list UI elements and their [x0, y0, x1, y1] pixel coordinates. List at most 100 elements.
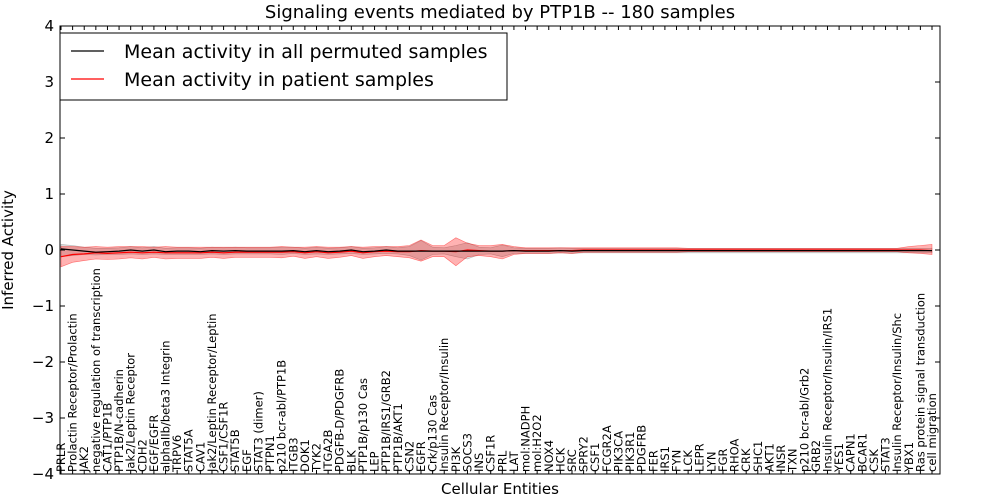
x-tick-label: LEP	[368, 451, 382, 472]
x-tick-label: CRK	[739, 448, 753, 472]
x-tick-label: TYK2	[310, 443, 324, 473]
x-tick-label: Crk/p130 Cas	[426, 395, 440, 472]
x-tick-label: FCGR2A	[600, 425, 614, 472]
x-tick-label: INS	[472, 453, 486, 472]
x-tick-label: mol:H2O2	[530, 414, 544, 472]
x-tick-label: JAK2	[77, 446, 91, 473]
x-tick-label: FER	[646, 450, 660, 472]
x-tick-label: PI3K	[449, 446, 463, 472]
y-tick-label: −4	[32, 465, 54, 483]
x-tick-label: LYN	[704, 451, 718, 472]
y-axis: −4 −3 −2 −1 0 1 2 3 4	[32, 17, 940, 483]
x-tick-label: PDGFRB	[635, 425, 649, 472]
x-tick-label: FYN	[670, 450, 684, 472]
x-tick-label: EGF/EGFR	[147, 415, 161, 472]
legend-label-patient: Mean activity in patient samples	[124, 69, 434, 91]
y-tick-label: 3	[44, 73, 54, 91]
x-tick-label: DOK1	[298, 439, 312, 472]
x-tick-label: p210 bcr-abl/Grb2	[797, 368, 811, 472]
legend: Mean activity in all permuted samples Me…	[59, 32, 508, 101]
x-tick-label: LCK	[681, 450, 695, 472]
y-tick-label: 2	[44, 129, 54, 147]
series-line-0	[60, 248, 932, 253]
x-tick-label: CSF1	[588, 443, 602, 472]
y-tick-label: 0	[44, 241, 54, 259]
x-tick-label: PIK3CA	[611, 431, 625, 472]
x-tick-label: NOX4	[542, 440, 556, 472]
x-tick-label: PDGFB-D/PDGFRB	[333, 369, 347, 472]
x-tick-label: CDH2	[135, 439, 149, 472]
chart-title: Signaling events mediated by PTP1B -- 18…	[265, 2, 735, 23]
x-tick-label: Prolactin Receptor/Prolactin	[66, 313, 80, 472]
x-tick-label: Jak2/Leptin Receptor/Leptin	[205, 314, 219, 473]
y-tick-label: −2	[32, 353, 54, 371]
x-tick-label: LAT	[507, 450, 521, 472]
y-tick-label: 4	[44, 17, 54, 35]
x-tick-label: EGF	[240, 449, 254, 472]
series-lines	[60, 248, 933, 258]
x-tick-label: TRPV6	[170, 435, 184, 473]
x-tick-label: HCK	[553, 447, 567, 472]
y-axis-label: Inferred Activity	[0, 190, 17, 310]
legend-box	[59, 32, 508, 101]
x-tick-label: YES1	[832, 443, 846, 473]
x-tick-label: CSN2	[402, 441, 416, 472]
x-tick-label: TXN	[786, 448, 800, 473]
x-tick-label: GRB2	[809, 440, 823, 472]
x-tick-label: p210 bcr-abl/PTP1B	[275, 360, 289, 472]
x-tick-label: CSF1R	[484, 435, 498, 472]
x-tick-label: SOCS3	[461, 433, 475, 472]
x-tick-label: mol:NADPH	[519, 406, 533, 472]
x-tick-label: CSK	[867, 449, 881, 472]
x-tick-label: STAT3	[879, 437, 893, 472]
y-tick-label: 1	[44, 185, 54, 203]
x-tick-label: EGFR	[414, 441, 428, 472]
x-tick-label: FGR	[716, 448, 730, 472]
x-tick-label: INSR	[774, 445, 788, 472]
x-tick-label: IRS1	[658, 446, 672, 472]
x-tick-label: alphaIIb/beta3 Integrin	[159, 340, 173, 472]
x-tick-label: SHC1	[751, 441, 765, 472]
x-tick-label: SPRY2	[577, 436, 591, 472]
x-tick-label: ITGA2B	[321, 429, 335, 472]
x-tick-label: LEPR	[693, 443, 707, 472]
x-tick-label: Insulin Receptor/Insulin	[437, 338, 451, 472]
x-tick-label: PTPN1	[263, 435, 277, 472]
y-tick-label: −3	[32, 409, 54, 427]
x-tick-label: BLK	[344, 450, 358, 472]
x-tick-label: Insulin Receptor/Insulin/IRS1	[821, 308, 835, 472]
x-tick-label: Insulin Receptor/Insulin/Shc	[890, 313, 904, 472]
x-tick-label: Ras protein signal transduction	[913, 293, 927, 472]
x-tick-label: CSF1/CSF1R	[217, 402, 231, 472]
x-tick-label: PTP1B/N-cadherin	[112, 369, 126, 472]
x-tick-label: PTP1B/IRS1/GRB2	[379, 370, 393, 472]
x-tick-label: PTP1B/p130 Cas	[356, 378, 370, 472]
confidence-bands	[60, 237, 933, 268]
x-tick-label: YBX1	[902, 442, 916, 473]
x-tick-label: ITGB3	[286, 437, 300, 472]
x-tick-label: STAT3 (dimer)	[251, 391, 265, 472]
x-tick-label: CAPN1	[844, 433, 858, 472]
x-tick-label: negative regulation of transcription	[89, 268, 103, 472]
x-tick-label: STAT5B	[228, 429, 242, 472]
x-tick-label: RHOA	[728, 439, 742, 472]
x-tick-label: STAT5A	[182, 429, 196, 472]
x-tick-label: CAV1	[193, 442, 207, 472]
legend-label-permuted: Mean activity in all permuted samples	[124, 41, 487, 63]
y-tick-label: −1	[32, 297, 54, 315]
x-tick-label: PTP1B/AKT1	[391, 403, 405, 472]
x-tick-label: PIK3R1	[623, 432, 637, 473]
x-tick-label: PRL	[495, 450, 509, 472]
x-tick-label: AKT1	[762, 443, 776, 472]
x-tick-label: cell migration	[925, 393, 939, 472]
x-axis-label: Cellular Entities	[441, 480, 559, 498]
x-tick-label: Jak2/Leptin Receptor	[124, 353, 138, 473]
x-tick-label: PRLR	[54, 443, 68, 472]
series-band-1	[60, 237, 933, 268]
x-tick-label: BCAR1	[855, 433, 869, 472]
x-tick-label: CAT1/PTP1B	[101, 403, 115, 472]
x-tick-label: SRC	[565, 449, 579, 472]
